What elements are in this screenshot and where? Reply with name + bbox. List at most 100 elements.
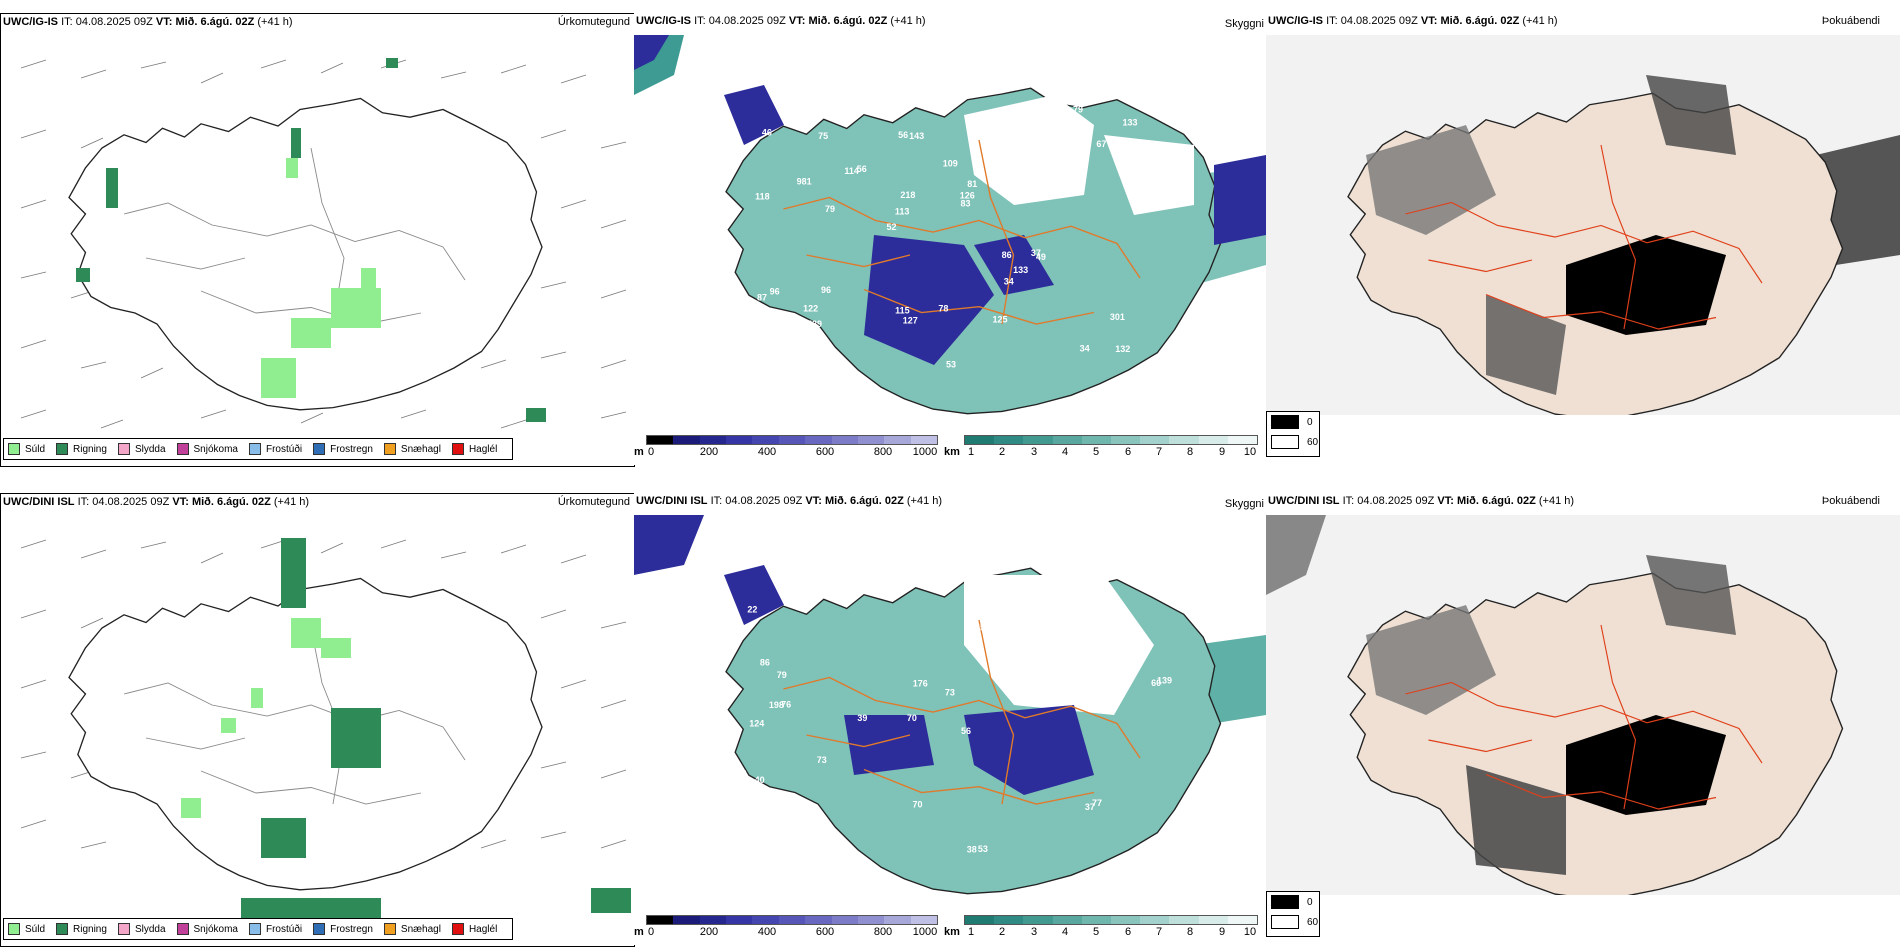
cloud-base-label: 49 bbox=[1036, 252, 1046, 262]
cloud-base-label: 79 bbox=[1073, 105, 1083, 115]
precip-panel-top: UWC/IG-IS IT: 04.08.2025 09Z VT: Mið. 6.… bbox=[0, 13, 635, 467]
cloud-base-label: 113 bbox=[895, 206, 910, 216]
panel-header: UWC/DINI ISL IT: 04.08.2025 09Z VT: Mið.… bbox=[636, 495, 943, 507]
panel-header: UWC/IG-IS IT: 04.08.2025 09Z VT: Mið. 6.… bbox=[1268, 15, 1558, 27]
cloudbase-colorbar: m 0 200 400 600 800 1000 bbox=[634, 435, 939, 461]
panel-header: UWC/IG-IS IT: 04.08.2025 09Z VT: Mið. 6.… bbox=[3, 16, 293, 28]
cloud-base-label: 65 bbox=[762, 831, 772, 841]
cloud-base-label: 133 bbox=[1123, 117, 1138, 127]
cloud-base-label: 139 bbox=[1157, 675, 1172, 685]
precip-map bbox=[20, 58, 627, 429]
panel-header: UWC/DINI ISL IT: 04.08.2025 09Z VT: Mið.… bbox=[1268, 495, 1575, 507]
cloud-base-label: 86 bbox=[1002, 250, 1012, 260]
panel-title: Þokuábendi bbox=[1821, 15, 1880, 27]
legend-item-sudd: Súld bbox=[8, 443, 45, 455]
cloud-base-label: 77 bbox=[1092, 798, 1102, 808]
cloud-base-label: 56 bbox=[961, 726, 971, 736]
legend-item-frostregn: Frostregn bbox=[313, 923, 373, 935]
cloud-base-labels: 132 118 133 52 67 106 56 109 96 56 76 529 143 81 49 46 1… bbox=[737, 78, 1178, 374]
panel-title: Skyggni bbox=[1224, 498, 1264, 510]
cloud-base-label: 78 bbox=[938, 303, 948, 313]
cloudbase-colorbar: m 0 200 400 600 800 1000 bbox=[634, 915, 939, 941]
cloud-base-label: 109 bbox=[943, 158, 958, 168]
cloud-base-label: 81 bbox=[967, 179, 977, 189]
legend-item-frostregn: Frostregn bbox=[313, 443, 373, 455]
visibility-colorbar: km 1 2 3 4 5 6 7 8 9 10 bbox=[944, 915, 1262, 941]
fog-map bbox=[1266, 35, 1900, 415]
cloud-base-label: 157 bbox=[1081, 674, 1096, 684]
cloud-base-label: 106 bbox=[777, 348, 792, 358]
legend-item-snjokoma: Snjókoma bbox=[176, 443, 238, 455]
panel-title: Úrkomutegund bbox=[557, 496, 630, 508]
cloud-base-label: 79 bbox=[919, 78, 929, 88]
cloud-base-label: 75 bbox=[818, 131, 828, 141]
cloud-base-label: 96 bbox=[770, 287, 780, 297]
cloud-base-label: 22 bbox=[747, 605, 757, 615]
precip-legend: Súld Rigning Slydda Snjókoma Frostúði Fr… bbox=[3, 918, 514, 940]
cloud-base-label: 53 bbox=[946, 359, 956, 369]
cloud-base-label: 67 bbox=[1096, 139, 1106, 149]
cloud-base-label: 206 bbox=[1036, 596, 1051, 606]
legend-item-frostudi: Frostúði bbox=[248, 923, 302, 935]
cloud-base-label: 98 bbox=[1029, 101, 1039, 111]
fog-panel-bottom: UWC/DINI ISL IT: 04.08.2025 09Z VT: Mið.… bbox=[1266, 493, 1900, 945]
precip-legend: Súld Rigning Slydda Snjókoma Frostúði Fr… bbox=[3, 438, 514, 460]
cloud-base-label: 218 bbox=[900, 190, 915, 200]
cloud-base-label: 79 bbox=[777, 670, 787, 680]
legend-item-snjokoma: Snjókoma bbox=[176, 923, 238, 935]
legend-item-sudd: Súld bbox=[8, 923, 45, 935]
cloud-base-label: 123 bbox=[1163, 182, 1178, 192]
precip-map bbox=[20, 538, 631, 928]
legend-item-snaehagl: Snæhagl bbox=[383, 923, 441, 935]
panel-header: UWC/IG-IS IT: 04.08.2025 09Z VT: Mið. 6.… bbox=[636, 15, 926, 27]
visibility-colorbar: km 1 2 3 4 5 6 7 8 9 10 bbox=[944, 435, 1262, 461]
cloud-base-label: 56 bbox=[898, 130, 908, 140]
cloud-base-label: 70 bbox=[912, 800, 922, 810]
cloud-base-label: 54 bbox=[1046, 660, 1056, 670]
cloud-base-label: 80 bbox=[776, 363, 786, 373]
cloud-base-label: 37 bbox=[1085, 802, 1095, 812]
cloud-base-label: 12 bbox=[980, 614, 990, 624]
cloud-base-label: 185 bbox=[900, 89, 915, 99]
cloud-base-label: 83 bbox=[960, 199, 970, 209]
cloud-base-label: 96 bbox=[821, 285, 831, 295]
cloud-base-label: 76 bbox=[781, 699, 791, 709]
fog-map bbox=[1266, 515, 1900, 895]
cloud-base-label: 80 bbox=[738, 359, 748, 369]
cloud-base-label: 529 bbox=[807, 319, 822, 329]
cloud-base-label: 981 bbox=[797, 177, 812, 187]
cloud-base-label: 159 bbox=[1122, 157, 1137, 167]
precip-panel-bottom: UWC/DINI ISL IT: 04.08.2025 09Z VT: Mið.… bbox=[0, 493, 635, 947]
cloud-base-label: 127 bbox=[903, 315, 918, 325]
cloud-base-label: 40 bbox=[755, 775, 765, 785]
cloud-base-label: 46 bbox=[762, 127, 772, 137]
legend-item-frostudi: Frostúði bbox=[248, 443, 302, 455]
fog-legend: 0 60 bbox=[1266, 891, 1320, 937]
cloud-base-label: 76 bbox=[1153, 107, 1163, 117]
cloud-base-label: 143 bbox=[909, 131, 924, 141]
cloud-base-label: 122 bbox=[803, 303, 818, 313]
cloud-base-label: 134 bbox=[1116, 676, 1131, 686]
cloud-base-label: 125 bbox=[993, 315, 1008, 325]
cloud-base-label: 52 bbox=[886, 222, 896, 232]
cloud-base-label: 114 bbox=[844, 166, 859, 176]
cloud-base-label: 198 bbox=[867, 561, 882, 571]
panel-title: Skyggni bbox=[1224, 18, 1264, 30]
cloud-base-label: 301 bbox=[1110, 312, 1125, 322]
cloud-base-label: 118 bbox=[755, 191, 770, 201]
cloud-base-label: 86 bbox=[760, 657, 770, 667]
legend-item-haglel: Haglél bbox=[451, 443, 497, 455]
cloud-base-label: 59 bbox=[1069, 565, 1079, 575]
visibility-map: 198 206 60 70 56 76 22 133 124 45 73 65 45 39 38 53 70 59… bbox=[634, 515, 1266, 895]
fog-legend: 0 60 bbox=[1266, 411, 1320, 457]
cloud-base-label: 34 bbox=[1080, 343, 1090, 353]
legend-item-snaehagl: Snæhagl bbox=[383, 443, 441, 455]
visibility-panel-top: UWC/IG-IS IT: 04.08.2025 09Z VT: Mið. 6.… bbox=[634, 13, 1266, 465]
panel-title: Þokuábendi bbox=[1821, 495, 1880, 507]
cloud-base-label: 45 bbox=[975, 623, 985, 633]
legend-item-slydda: Slydda bbox=[117, 923, 166, 935]
cloud-base-label: 133 bbox=[1013, 265, 1028, 275]
cloud-base-label: 45 bbox=[856, 573, 866, 583]
cloud-base-label: 115 bbox=[895, 306, 910, 316]
cloud-base-label: 44 bbox=[819, 340, 829, 350]
